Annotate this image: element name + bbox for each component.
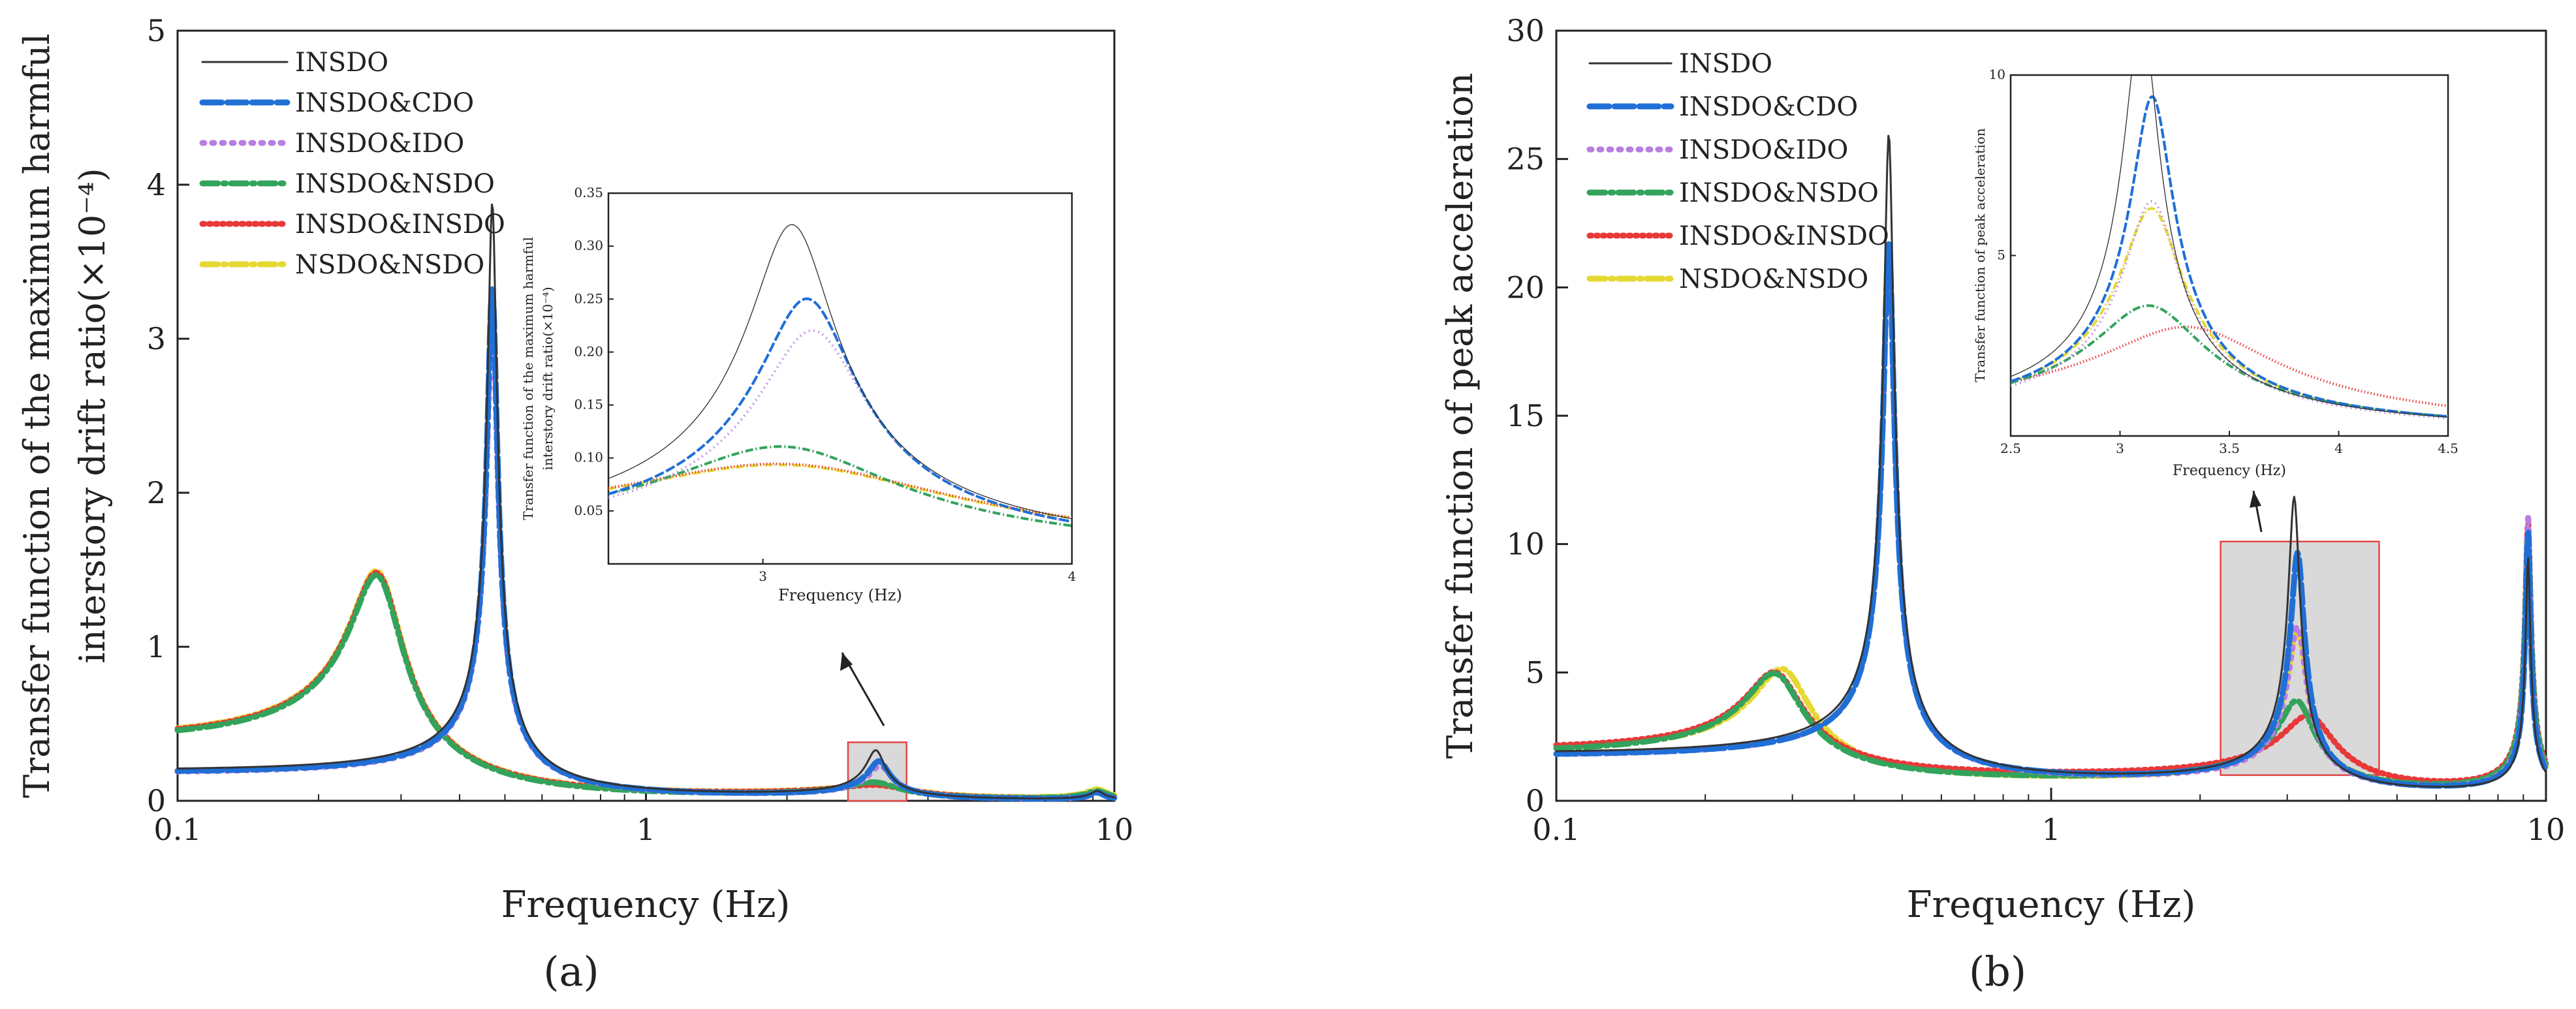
series-line-insdo-insdo [1553,520,2549,784]
inset-series-line-insdo-nsdo [608,445,1072,527]
legend-label: INSDO [295,48,388,78]
panel-b-x-ticks: 0.1 1 10 [1532,788,2565,847]
inset-series-line-insdo-insdo [608,462,1072,519]
panel-a-inset-x-axis-label: Frequency (Hz) [778,586,902,604]
panel-b-inset-x-ticks: 2.5 3 3.5 4 4.5 [2000,431,2458,456]
inset-x-tick-label: 3.5 [2219,441,2240,456]
inset-y-tick-label: 0.10 [574,450,603,465]
series-line-insdo [176,203,1116,799]
panel-a-inset-y-ticks: 0.05 0.10 0.15 0.20 0.25 0.30 0.35 [574,185,614,518]
y-tick-label: 15 [1506,398,1545,433]
panel-b-inset-y-axis-label-line1: Transfer function of peak acceleration [1972,128,1988,382]
panel-a-y-axis-label-line1: Transfer function of the maximum harmful [16,33,57,798]
legend-label: INSDO&CDO [1679,92,1858,122]
panel-a-zoom-arrowhead [840,653,853,671]
panel-b-inset-series [2011,75,2448,420]
legend-label: INSDO&INSDO [295,210,505,240]
legend-label: INSDO&NSDO [1679,178,1879,208]
panel-b-y-ticks: 0 5 10 15 20 25 30 [1506,13,1568,818]
inset-x-tick-label: 4 [1068,568,1076,584]
inset-y-tick-label: 0.20 [574,343,603,359]
y-tick-label: 30 [1506,13,1545,48]
inset-x-tick-label: 3 [759,568,767,584]
x-tick-label: 10 [1095,812,1134,847]
inset-series-group [2011,75,2448,420]
inset-series-line-insdo [608,224,1072,520]
inset-y-tick-label: 10 [1989,67,2005,82]
inset-series-group [608,224,1072,527]
legend-label: NSDO&NSDO [1679,264,1868,294]
panel-a-inset-y-axis-label-line2: interstory drift ratio(×10⁻⁴) [540,287,556,470]
y-tick-label: 5 [1526,655,1545,690]
legend-label: INSDO [1679,49,1772,79]
panel-a-y-ticks: 0 1 2 3 4 5 [147,13,189,818]
inset-series-line-insdo-nsdo [2011,304,2448,418]
inset-y-tick-label: 0.05 [574,503,603,518]
inset-series-line-insdo-insdo [2011,325,2448,408]
inset-series-line-insdo-cdo [2011,95,2448,418]
panel-b: 0 5 10 15 20 25 30 0.1 1 10 INSDO INSDO&CDO INSDO&… [1439,13,2565,995]
panel-a-inset-frame [607,192,1073,565]
panel-b-label: (b) [1969,948,2026,995]
x-tick-label: 1 [636,812,655,847]
panel-b-inset-y-ticks: 5 10 [1989,67,2016,263]
y-tick-label: 25 [1506,142,1545,177]
inset-x-tick-label: 4 [2334,441,2343,456]
panel-b-zoom-arrowhead [2250,491,2261,508]
panel-b-y-axis-label-line1: Transfer function of peak acceleration [1439,72,1481,758]
panel-a-inset-y-axis-label-line1: Transfer function of the maximum harmful [520,237,536,520]
y-tick-label: 10 [1506,527,1545,562]
y-tick-label: 3 [147,321,166,356]
panel-b-legend: INSDO INSDO&CDO INSDO&IDO INSDO&NSDO INSDO&I… [1586,49,1889,294]
panel-a-inset-background [608,193,1072,564]
y-tick-label: 1 [147,629,166,664]
legend-label: INSDO&INSDO [1679,221,1889,251]
panel-b-main-chart: 0 5 10 15 20 25 30 0.1 1 10 INSDO INSDO&CDO INSDO&… [1439,13,2565,995]
x-tick-label: 10 [2527,812,2566,847]
x-tick-label: 0.1 [153,812,201,847]
panel-b-inset-background [2011,75,2448,436]
y-tick-label: 0 [1526,783,1545,818]
panel-b-inset-x-axis-label: Frequency (Hz) [2173,463,2286,479]
inset-x-tick-label: 4.5 [2438,441,2458,456]
x-tick-label: 0.1 [1532,812,1580,847]
panel-a-inset-series [608,224,1072,527]
inset-x-tick-label: 3 [2116,441,2124,456]
panel-a-y-axis-label-line2: interstory drift ratio(×10⁻⁴) [72,168,113,663]
inset-y-tick-label: 0.25 [574,290,603,306]
panel-a-legend: INSDO INSDO&CDO INSDO&IDO INSDO&NSDO INSDO&I… [199,48,505,280]
inset-y-tick-label: 0.15 [574,397,603,412]
inset-series-line-insdo-cdo [608,297,1072,523]
inset-series-line-nsdo-nsdo [2011,207,2448,418]
panel-b-series [1553,134,2549,789]
y-tick-label: 0 [147,783,166,818]
panel-b-inset-chart: 5 10 2.5 3 3.5 4 4.5 Frequency (Hz) Transfer … [1972,67,2458,479]
legend-label: INSDO&CDO [295,88,474,118]
legend-label: INSDO&NSDO [295,169,495,199]
panel-b-x-axis-label: Frequency (Hz) [1907,884,2196,926]
y-tick-label: 2 [147,475,166,510]
panel-a-label: (a) [543,948,599,995]
y-tick-label: 5 [147,13,166,48]
y-tick-label: 20 [1506,270,1545,305]
legend-label: INSDO&IDO [1679,135,1848,165]
inset-y-tick-label: 5 [1997,247,2005,263]
legend-label: INSDO&IDO [295,129,464,159]
inset-y-tick-label: 0.30 [574,238,603,253]
series-line-insdo [1555,134,2547,788]
inset-x-tick-label: 2.5 [2000,441,2021,456]
inset-series-line-insdo-ido [608,329,1072,523]
panel-a-x-axis-label: Frequency (Hz) [501,884,791,926]
inset-y-tick-label: 0.35 [574,185,603,200]
panel-a-series [174,203,1118,802]
legend-label: NSDO&NSDO [295,250,484,280]
y-tick-label: 4 [147,167,166,202]
inset-series-line-insdo [2011,75,2448,418]
x-tick-label: 1 [2041,812,2060,847]
